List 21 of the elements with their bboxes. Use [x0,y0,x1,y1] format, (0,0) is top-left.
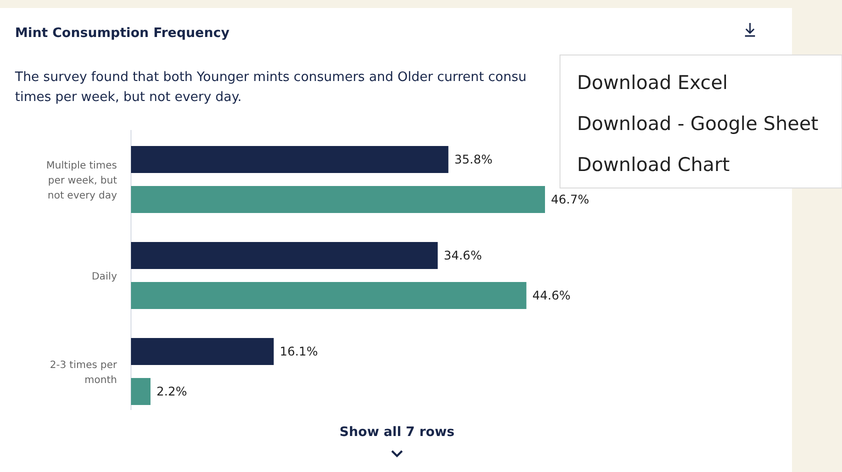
text: Show all 7 rows [340,425,455,440]
data-label: 35.8% [454,152,492,166]
bar [131,146,448,173]
data-label: 34.6% [444,248,482,262]
bar [131,282,526,309]
data-label: 2.2% [156,384,188,398]
y-tick-label: Multiple times per week, but not every day [46,160,118,202]
bar [131,378,151,405]
y-tick-label: Daily [92,272,118,282]
text: Download Chart [577,154,730,176]
data-label: 16.1% [280,344,318,358]
bar [131,242,438,269]
bar [131,186,545,213]
data-label: 44.6% [532,288,571,302]
text: Download - Google Sheet [577,113,818,135]
chart-subtitle: The survey found that both Younger mints consumers and Older current consu times per week, but not every day. [14,70,526,105]
y-tick-label: 2-3 times per month [50,360,118,386]
chart-title: Mint Consumption Frequency [15,26,230,41]
text: Download Excel [577,72,728,94]
data-label: 46.7% [551,192,590,206]
bar [131,338,274,365]
